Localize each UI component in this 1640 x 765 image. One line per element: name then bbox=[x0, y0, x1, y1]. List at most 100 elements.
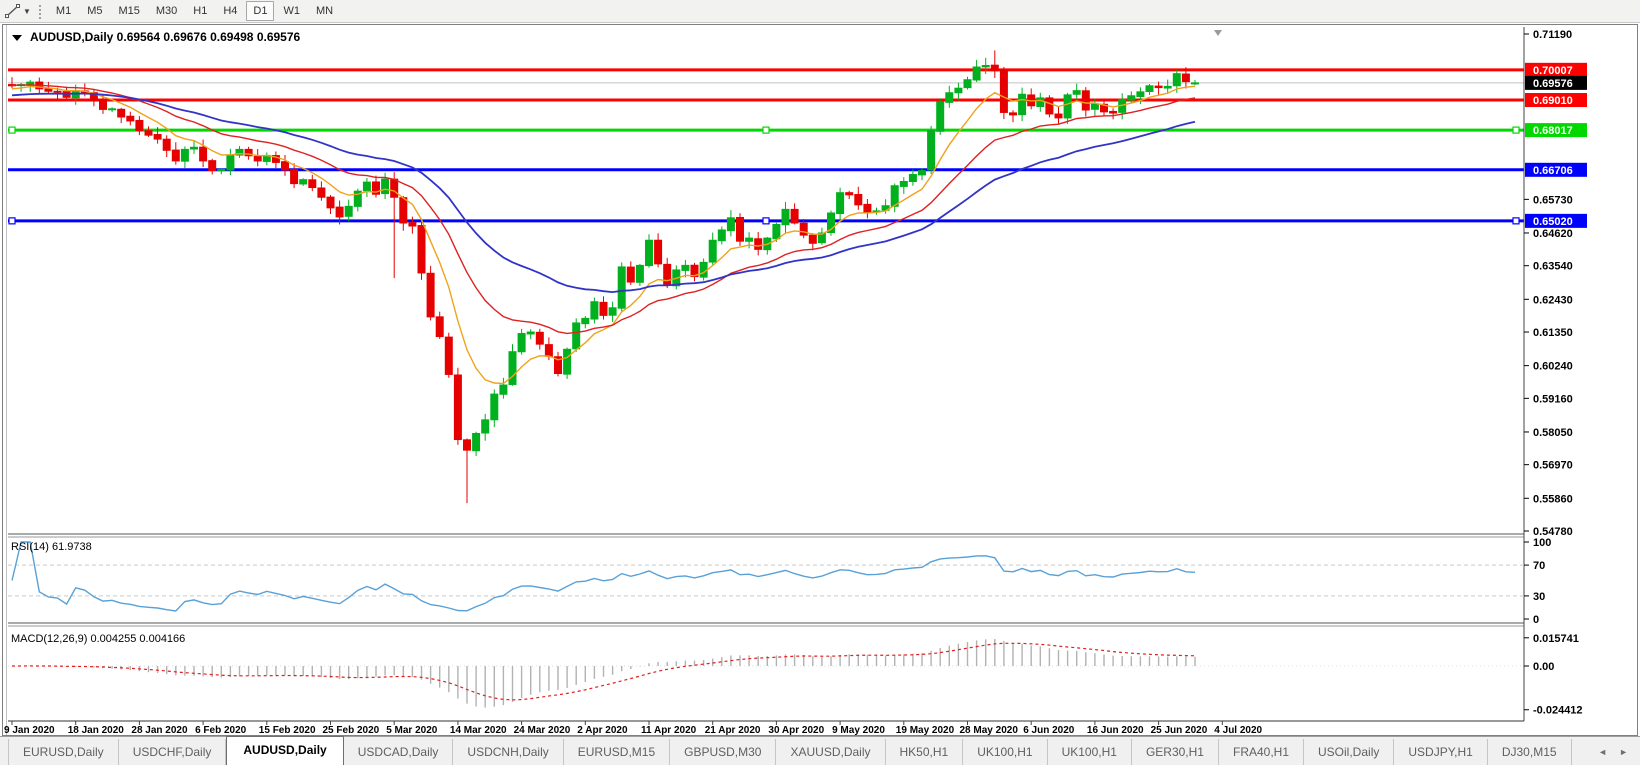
chart-tab-eurusd-m15[interactable]: EURUSD,M15 bbox=[564, 738, 671, 765]
rsi-line bbox=[11, 541, 1196, 612]
candle bbox=[781, 208, 790, 226]
chart-tab-eurusd-daily[interactable]: EURUSD,Daily bbox=[8, 738, 119, 765]
candle bbox=[1018, 93, 1027, 116]
candle bbox=[1172, 73, 1181, 87]
line-drag-handle[interactable] bbox=[8, 126, 16, 134]
chart-tab-usdjpy-h1[interactable]: USDJPY,H1 bbox=[1394, 738, 1488, 765]
time-axis-label: 18 Jan 2020 bbox=[68, 725, 125, 736]
chart-shift-marker[interactable] bbox=[1214, 30, 1222, 36]
time-axis-label: 30 Apr 2020 bbox=[768, 725, 824, 736]
candle bbox=[435, 316, 444, 338]
time-axis-label: 25 Feb 2020 bbox=[323, 725, 380, 736]
top-toolbar: ▼ M1 M5 M15 M30 H1 H4 D1 W1 MN bbox=[0, 0, 1640, 23]
candle bbox=[253, 156, 262, 162]
chart-tab-fra40-h1[interactable]: FRA40,H1 bbox=[1219, 738, 1305, 765]
candle bbox=[508, 351, 517, 385]
candlesticks bbox=[8, 50, 1199, 504]
chart-tab-hk50-h1[interactable]: HK50,H1 bbox=[886, 738, 964, 765]
time-axis-label: 5 Mar 2020 bbox=[386, 725, 438, 736]
time-axis-label: 9 May 2020 bbox=[832, 725, 885, 736]
line-drag-handle[interactable] bbox=[1512, 217, 1520, 225]
price-badge-text: 0.70007 bbox=[1533, 65, 1573, 77]
timeframe-button-h1[interactable]: H1 bbox=[193, 5, 208, 17]
price-badge-resistance-line bbox=[1525, 62, 1587, 77]
price-badge-current-price bbox=[1525, 75, 1587, 90]
line-drag-handle[interactable] bbox=[762, 126, 770, 134]
chart-tab-usdcad-daily[interactable]: USDCAD,Daily bbox=[344, 738, 454, 765]
chart-tab-ger30-h1[interactable]: GER30,H1 bbox=[1132, 738, 1219, 765]
chart-tab-gbpusd-m30[interactable]: GBPUSD,M30 bbox=[670, 738, 777, 765]
chart-tabbar: EURUSD,Daily USDCHF,Daily AUDUSD,Daily USDC… bbox=[0, 736, 1640, 765]
timeframe-button-m1[interactable]: M1 bbox=[55, 5, 72, 17]
chart-tab-xauusd-daily[interactable]: XAUUSD,Daily bbox=[776, 738, 886, 765]
chart-title-text: AUDUSD,Daily 0.69564 0.69676 0.69498 0.6… bbox=[30, 30, 301, 44]
chart-tab-audusd-daily[interactable]: AUDUSD,Daily bbox=[226, 736, 344, 765]
candle bbox=[290, 169, 299, 185]
candle bbox=[845, 192, 854, 196]
time-axis-label: 6 Feb 2020 bbox=[195, 725, 247, 736]
tab-scroll-left-icon[interactable]: ◄ bbox=[1598, 747, 1608, 757]
price-axis-label: 0.64620 bbox=[1533, 228, 1573, 240]
candle bbox=[945, 92, 954, 103]
timeframe-button-mn[interactable]: MN bbox=[315, 5, 334, 17]
candle bbox=[517, 333, 526, 353]
candle bbox=[399, 197, 408, 224]
rsi-scale-label: 100 bbox=[1533, 537, 1551, 549]
candle bbox=[863, 203, 872, 213]
price-axis-label: 0.60240 bbox=[1533, 361, 1573, 373]
chart-tab-uk100-h1[interactable]: UK100,H1 bbox=[1048, 738, 1132, 765]
macd-scale-label: 0.015741 bbox=[1533, 633, 1579, 645]
line-drag-handle[interactable] bbox=[1512, 126, 1520, 134]
price-axis-label: 0.71190 bbox=[1533, 29, 1572, 41]
price-badge-text: 0.65020 bbox=[1533, 216, 1573, 228]
chart-tab-dj30-m15[interactable]: DJ30,M15 bbox=[1488, 738, 1572, 765]
candle bbox=[208, 160, 217, 172]
candle bbox=[144, 130, 153, 136]
tab-scroll-right-icon[interactable]: ► bbox=[1619, 747, 1628, 757]
price-axis: 0.71190 0.65730 0.64620 0.63540 0.62430 0.613… bbox=[1524, 29, 1587, 538]
chart-tab-uk100-h1[interactable]: UK100,H1 bbox=[963, 738, 1048, 765]
candle bbox=[244, 148, 253, 157]
time-axis-label: 28 May 2020 bbox=[960, 725, 1019, 736]
line-tool-icon[interactable] bbox=[4, 3, 22, 19]
timeframe-button-m5[interactable]: M5 bbox=[87, 5, 103, 17]
timeframe-button-h4[interactable]: H4 bbox=[223, 5, 238, 17]
timeframe-button-w1[interactable]: W1 bbox=[283, 5, 300, 17]
line-drag-handle[interactable] bbox=[762, 217, 770, 225]
candle bbox=[681, 264, 690, 271]
candle bbox=[1191, 82, 1199, 85]
candle bbox=[426, 272, 435, 318]
timeframe-button-d1[interactable]: D1 bbox=[246, 1, 275, 21]
candle bbox=[526, 331, 535, 335]
candle bbox=[463, 439, 471, 451]
candle bbox=[1163, 85, 1172, 89]
time-axis-label: 28 Jan 2020 bbox=[131, 725, 188, 736]
chart-tab-usoil-daily[interactable]: USOil,Daily bbox=[1304, 738, 1395, 765]
candle bbox=[326, 196, 335, 209]
candle bbox=[1063, 94, 1072, 119]
candle bbox=[608, 307, 617, 316]
chart-tab-usdchf-daily[interactable]: USDCHF,Daily bbox=[119, 738, 227, 765]
price-axis-label: 0.62430 bbox=[1533, 294, 1573, 306]
rsi-scale-label: 0 bbox=[1533, 614, 1539, 626]
candle bbox=[772, 224, 781, 240]
chart-window[interactable]: AUDUSD,Daily 0.69564 0.69676 0.69498 0.6… bbox=[0, 23, 1640, 736]
candle bbox=[699, 261, 708, 278]
chart-title: AUDUSD,Daily 0.69564 0.69676 0.69498 0.6… bbox=[12, 30, 301, 44]
toolbar-grip[interactable] bbox=[36, 3, 42, 19]
timeframe-button-m15[interactable]: M15 bbox=[118, 5, 140, 17]
candle bbox=[281, 161, 289, 171]
tool-dropdown-caret[interactable]: ▼ bbox=[23, 6, 31, 16]
timeframe-button-m30[interactable]: M30 bbox=[155, 5, 178, 17]
line-drag-handle[interactable] bbox=[8, 217, 16, 225]
price-chart-svg[interactable]: AUDUSD,Daily 0.69564 0.69676 0.69498 0.6… bbox=[0, 23, 1640, 736]
ma-slow-line bbox=[11, 92, 1196, 294]
horizontal-level-lines[interactable] bbox=[8, 68, 1524, 225]
chart-tab-usdcnh-daily[interactable]: USDCNH,Daily bbox=[453, 738, 564, 765]
chart-menu-caret-icon[interactable] bbox=[12, 35, 22, 41]
time-axis-label: 25 Jun 2020 bbox=[1151, 725, 1208, 736]
candle bbox=[199, 146, 208, 162]
time-axis-label: 15 Feb 2020 bbox=[259, 725, 316, 736]
candle bbox=[827, 212, 835, 234]
